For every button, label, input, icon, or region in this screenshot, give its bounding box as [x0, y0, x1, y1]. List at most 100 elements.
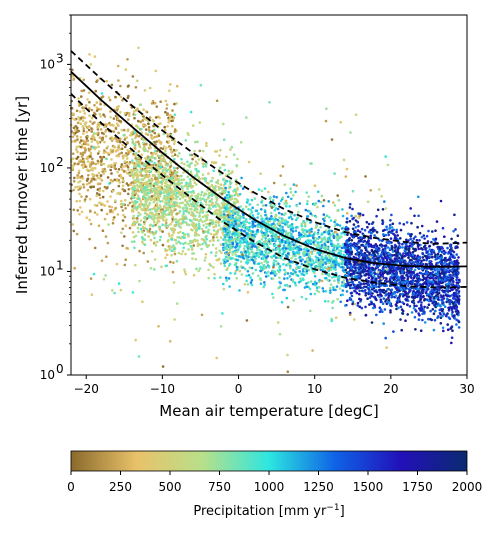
scatter-point — [142, 208, 146, 211]
scatter-point — [363, 229, 367, 232]
scatter-point — [327, 229, 331, 233]
scatter-point — [163, 194, 166, 198]
scatter-point — [80, 95, 83, 98]
scatter-point — [294, 244, 298, 247]
scatter-point — [333, 204, 337, 207]
scatter-point — [119, 111, 122, 114]
scatter-point — [379, 300, 383, 304]
scatter-point — [323, 246, 326, 249]
scatter-point — [154, 244, 158, 247]
scatter-point — [121, 156, 125, 160]
scatter-point — [323, 230, 326, 234]
scatter-point — [193, 209, 197, 212]
scatter-point — [124, 165, 127, 168]
scatter-point — [334, 235, 338, 238]
scatter-point — [93, 104, 96, 107]
scatter-point — [229, 182, 232, 186]
scatter-point — [256, 212, 260, 216]
scatter-point — [422, 258, 426, 262]
scatter-point — [263, 187, 267, 190]
scatter-point — [195, 167, 198, 171]
scatter-point — [98, 136, 101, 139]
scatter-point — [240, 215, 244, 219]
scatter-point — [184, 199, 187, 203]
scatter-point — [173, 204, 176, 208]
scatter-point — [443, 305, 447, 309]
scatter-point — [128, 226, 132, 230]
scatter-point — [166, 225, 169, 228]
scatter-point — [272, 232, 275, 236]
scatter-point — [389, 237, 393, 240]
scatter-point — [450, 336, 454, 340]
scatter-point — [112, 117, 116, 120]
scatter-point — [293, 213, 296, 217]
scatter-point — [210, 198, 214, 201]
scatter-point — [79, 122, 83, 125]
scatter-point — [130, 131, 133, 135]
scatter-point — [420, 301, 423, 304]
scatter-point — [134, 124, 138, 128]
scatter-point — [111, 179, 114, 183]
scatter-point — [125, 246, 128, 250]
scatter-point — [169, 113, 172, 117]
scatter-point — [86, 160, 90, 163]
scatter-point — [209, 203, 213, 207]
scatter-point — [219, 148, 222, 152]
scatter-point — [290, 197, 293, 201]
scatter-point — [308, 256, 312, 260]
scatter-point — [213, 276, 216, 280]
scatter-point — [237, 237, 240, 241]
scatter-point — [82, 129, 86, 133]
scatter-point — [314, 239, 317, 243]
scatter-point — [418, 231, 422, 235]
scatter-point — [246, 255, 249, 258]
scatter-point — [173, 140, 177, 143]
scatter-point — [313, 203, 316, 207]
scatter-point — [179, 193, 182, 197]
scatter-point — [80, 175, 84, 178]
scatter-point — [220, 251, 223, 254]
scatter-point — [230, 226, 233, 229]
scatter-point — [218, 212, 222, 215]
scatter-point — [281, 247, 285, 250]
scatter-point — [170, 119, 173, 123]
scatter-point — [344, 263, 347, 266]
scatter-point — [313, 281, 317, 284]
scatter-point — [135, 217, 139, 220]
scatter-point — [299, 248, 303, 251]
scatter-point — [336, 233, 339, 236]
scatter-point — [193, 227, 196, 230]
scatter-point — [71, 166, 75, 170]
scatter-point — [77, 129, 81, 133]
scatter-point — [297, 280, 301, 284]
scatter-point — [205, 144, 208, 147]
scatter-point — [109, 148, 113, 152]
scatter-point — [181, 242, 185, 246]
scatter-point — [408, 242, 412, 245]
scatter-point — [88, 149, 91, 152]
scatter-point — [99, 115, 103, 118]
scatter-point — [339, 300, 343, 304]
scatter-point — [278, 240, 282, 243]
scatter-point — [174, 175, 177, 179]
scatter-point — [182, 171, 185, 174]
scatter-point — [137, 211, 140, 214]
scatter-point — [415, 238, 419, 242]
scatter-point — [229, 223, 233, 227]
scatter-point — [266, 241, 270, 244]
scatter-point — [81, 125, 85, 128]
scatter-point — [443, 252, 446, 256]
scatter-point — [322, 204, 325, 208]
scatter-point — [189, 181, 192, 185]
scatter-point — [203, 199, 207, 203]
scatter-point — [327, 261, 330, 265]
scatter-point — [340, 235, 343, 238]
scatter-point — [82, 109, 85, 112]
scatter-point — [233, 218, 237, 221]
scatter-point — [253, 224, 257, 228]
scatter-point — [188, 204, 191, 207]
scatter-point — [204, 165, 208, 168]
scatter-point — [243, 244, 247, 248]
scatter-point — [162, 190, 166, 194]
scatter-point — [122, 179, 125, 183]
